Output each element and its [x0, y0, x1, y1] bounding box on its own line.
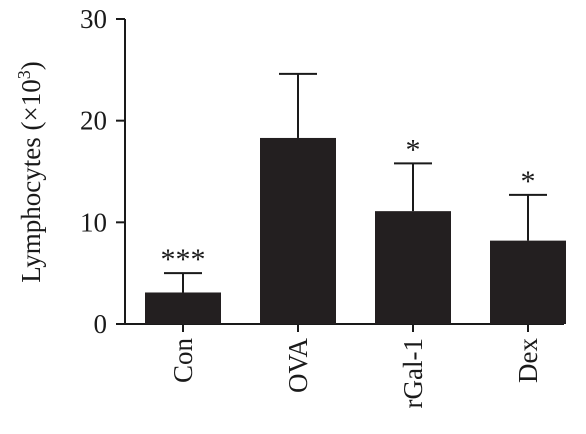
bar-ova — [260, 137, 336, 324]
y-tick-label: 20 — [80, 106, 107, 136]
bar-con — [145, 292, 221, 324]
x-tick-label: OVA — [283, 337, 313, 393]
bar-rgal-1 — [375, 211, 451, 324]
significance-labels: ***** — [161, 133, 536, 276]
x-tick-label: Dex — [513, 338, 543, 383]
x-tick-label: Con — [168, 338, 198, 384]
error-bars — [164, 72, 547, 293]
bars — [145, 137, 566, 324]
y-tick-label: 0 — [94, 309, 108, 339]
y-axis-label: Lymphocytes (×103) — [14, 61, 46, 282]
y-ticks: 0 10 20 30 — [80, 4, 125, 339]
significance-dex: * — [521, 165, 536, 198]
y-axis-label-superscript: 3 — [14, 70, 34, 79]
category-labels: Con OVA rGal-1 Dex — [168, 324, 543, 408]
y-tick-label: 10 — [80, 207, 107, 237]
y-tick-label: 30 — [80, 4, 107, 34]
y-axis-label-text: Lymphocytes (×10 — [16, 79, 46, 282]
y-axis-label-close: ) — [16, 61, 46, 70]
significance-con: *** — [161, 243, 206, 276]
significance-rgal-1: * — [406, 133, 421, 166]
bar-dex — [490, 240, 566, 324]
x-tick-label: rGal-1 — [398, 338, 428, 408]
